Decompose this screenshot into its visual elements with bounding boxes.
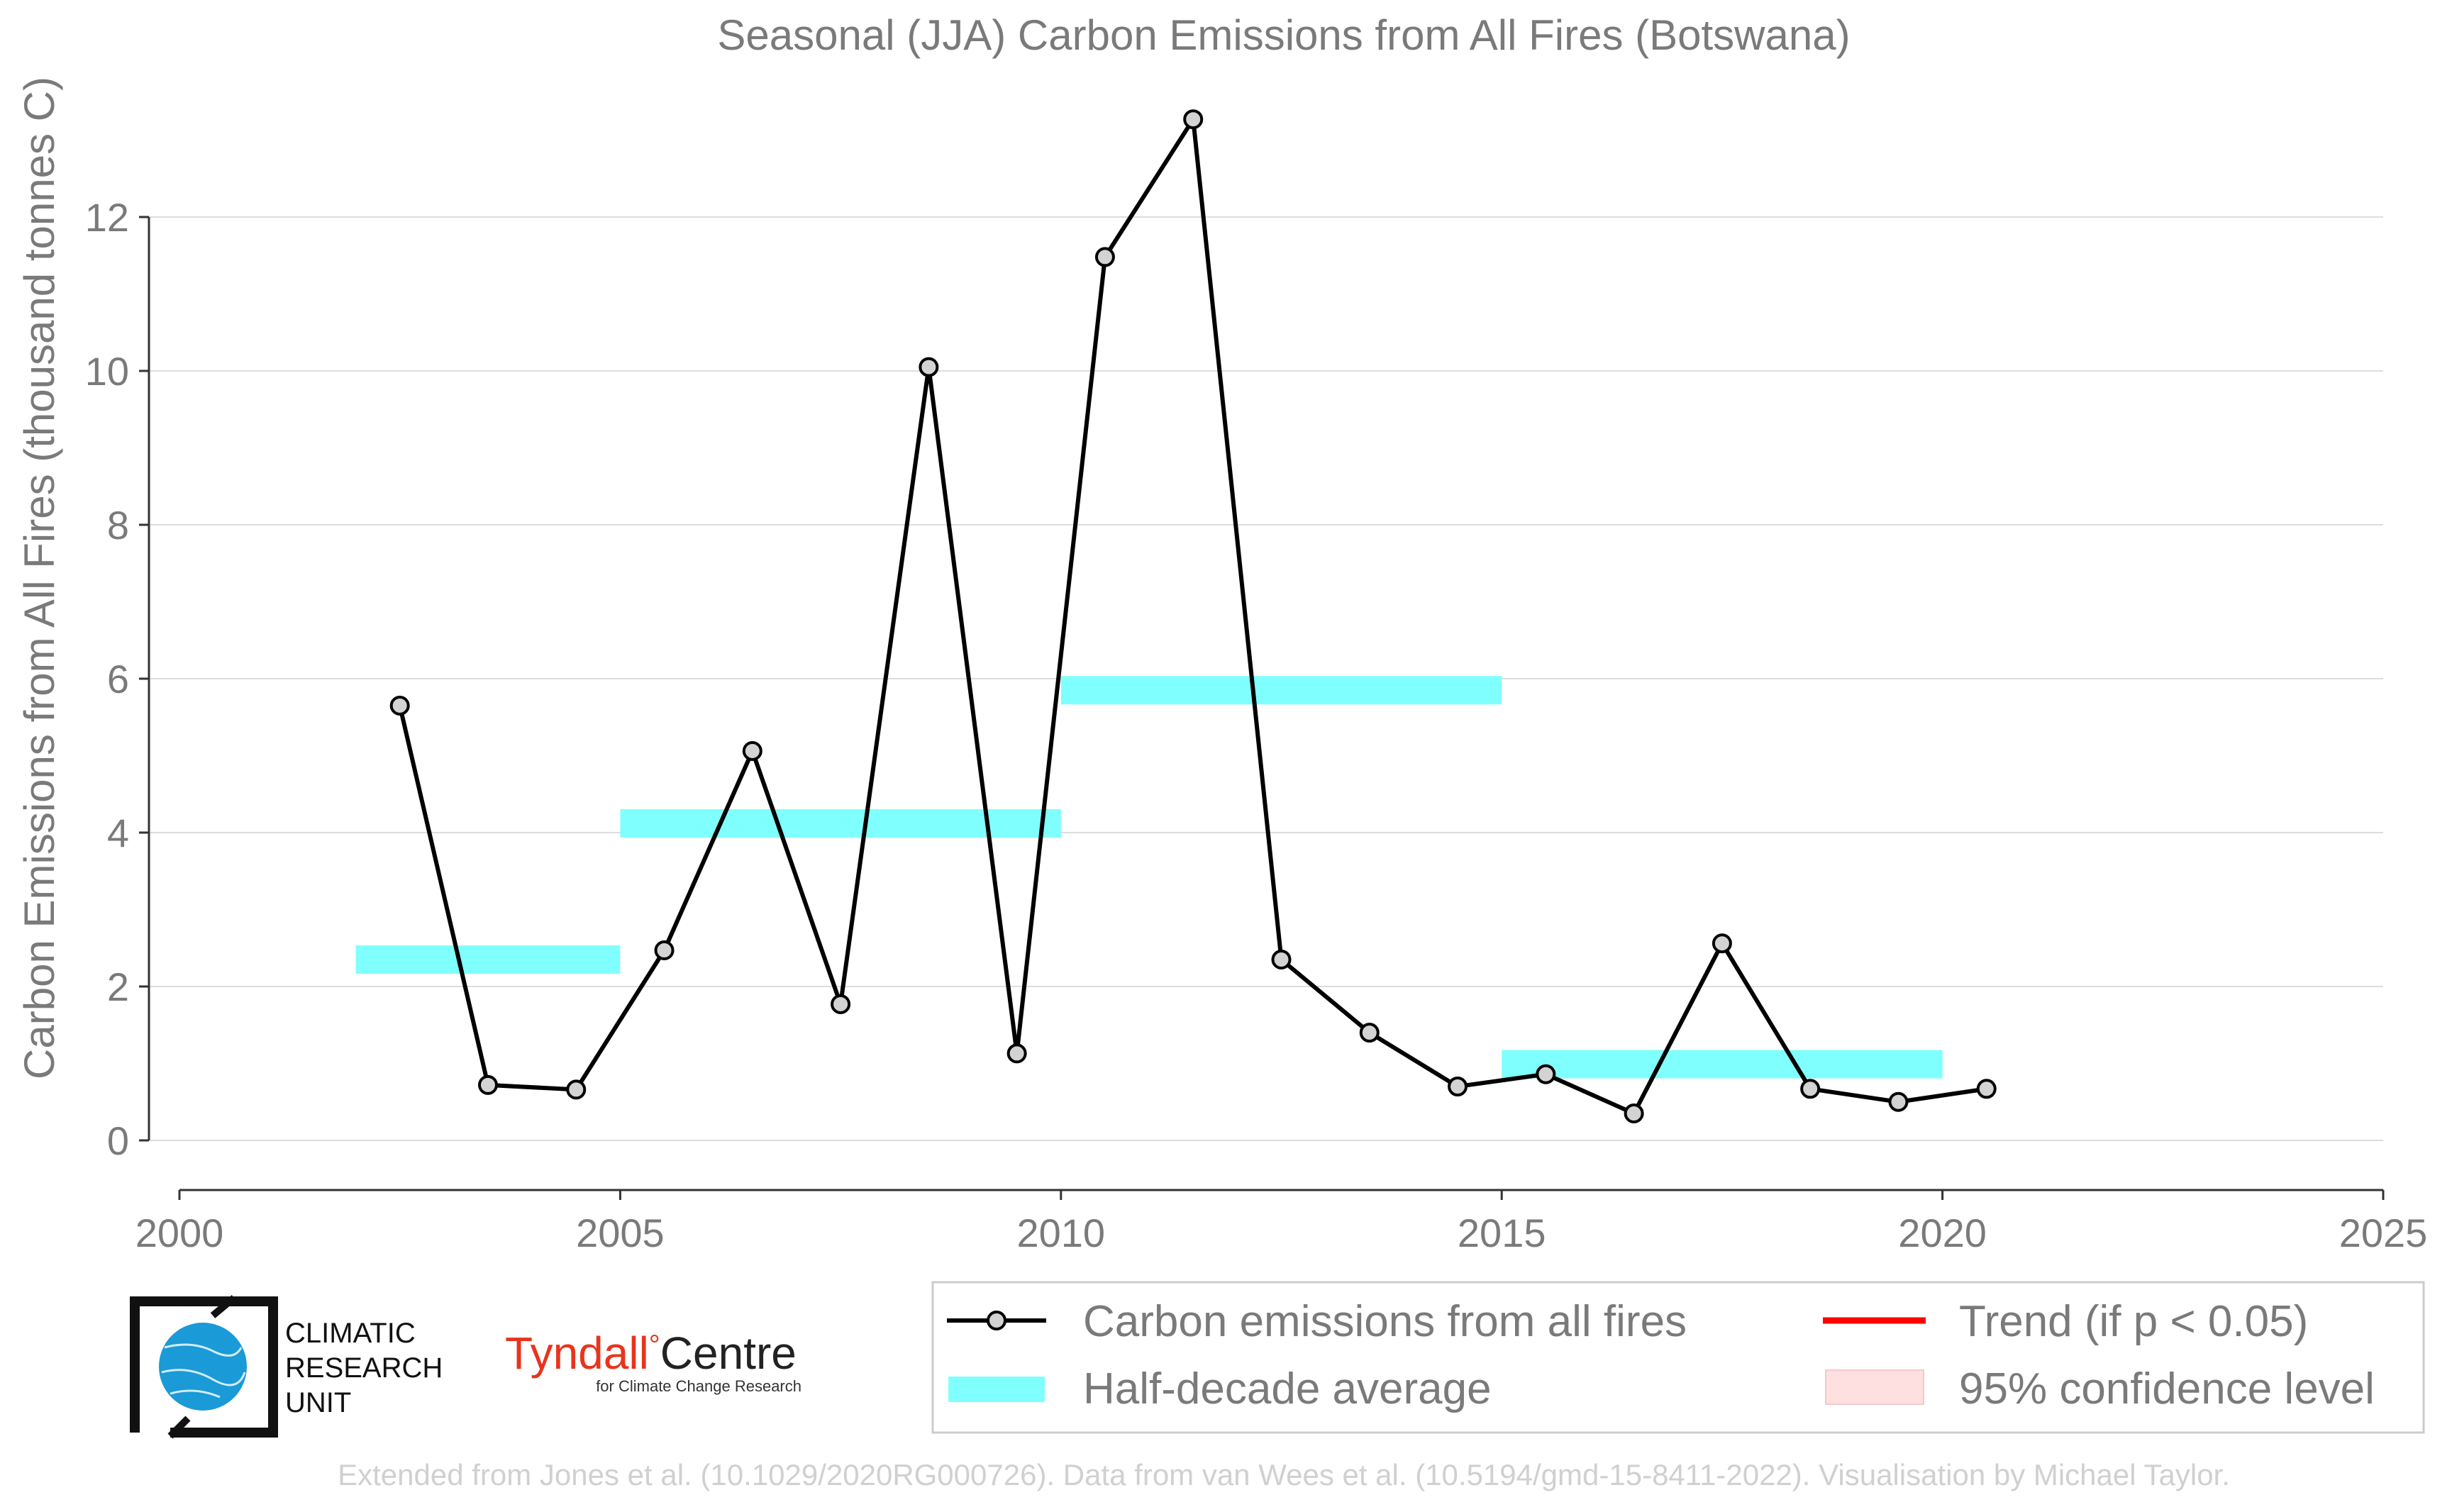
emissions-point-3 [566, 1079, 587, 1100]
y-axis-label: Carbon Emissions from All Fires (thousan… [16, 77, 63, 1079]
y-tick-label-12: 12 [85, 195, 129, 240]
emissions-line [397, 117, 1987, 1116]
cru-logo-frame-right [170, 1296, 278, 1438]
x-tick-label-2005: 2005 [576, 1211, 665, 1255]
legend-label-half-decade: Half-decade average [1083, 1364, 1492, 1413]
legend: Carbon emissions from all fires Half-dec… [931, 1281, 2425, 1434]
emissions-point-17 [1800, 1079, 1821, 1099]
y-tick-label-10: 10 [85, 349, 129, 394]
x-tick-label-2000: 2000 [135, 1211, 224, 1255]
y-tick-label-0: 0 [107, 1118, 129, 1163]
tyndall-wordmark: Tyndall°Centre [505, 1328, 797, 1379]
emissions-point-4 [654, 940, 675, 961]
half-decade-band-1 [355, 945, 621, 974]
half-decade-band-2 [620, 808, 1061, 838]
emissions-point-14 [1536, 1064, 1556, 1084]
y-tick-label-4: 4 [107, 811, 129, 855]
globe-icon [159, 1323, 247, 1411]
legend-label-trend: Trend (if p < 0.05) [1959, 1297, 2308, 1346]
emissions-point-6 [831, 994, 851, 1014]
legend-swatch-half-decade [948, 1377, 1045, 1402]
x-tick-label-2015: 2015 [1458, 1211, 1546, 1255]
y-tick-label-8: 8 [107, 503, 129, 547]
tyndall-subtitle: for Climate Change Research [596, 1377, 801, 1395]
tyndall-logo: Tyndall°Centre for Climate Change Resear… [505, 1328, 801, 1395]
cru-logo: CLIMATIC RESEARCH UNIT [130, 1295, 443, 1439]
emissions-point-7 [919, 357, 939, 377]
x-tick-label-2025: 2025 [2339, 1211, 2428, 1255]
legend-box [931, 1281, 2425, 1434]
emissions-point-19 [1976, 1079, 1997, 1099]
half-decade-band-3 [1060, 676, 1502, 705]
x-axis: 2000 2005 2010 2015 2020 2025 [135, 1189, 2428, 1255]
emissions-point-18 [1888, 1091, 1909, 1112]
y-tick-label-2: 2 [107, 965, 129, 1009]
emissions-point-8 [1006, 1043, 1027, 1064]
footer-credit: Extended from Jones et al. (10.1029/2020… [338, 1458, 2230, 1491]
legend-swatch-confidence [1825, 1369, 1924, 1405]
legend-label-emissions: Carbon emissions from all fires [1083, 1297, 1687, 1346]
x-tick-label-2020: 2020 [1898, 1211, 1987, 1255]
y-axis: 0 2 4 6 8 10 12 [85, 195, 150, 1163]
emissions-point-15 [1624, 1104, 1644, 1124]
emissions-point-1 [389, 695, 410, 716]
emissions-point-16 [1712, 933, 1732, 954]
emissions-series [389, 109, 1997, 1124]
legend-marker-emissions [987, 1311, 1006, 1330]
cru-line-3: UNIT [285, 1387, 351, 1418]
x-tick-label-2010: 2010 [1017, 1211, 1106, 1255]
half-decade-band-4 [1502, 1050, 1943, 1079]
cru-logo-slash [167, 1295, 237, 1439]
emissions-point-9 [1094, 247, 1115, 267]
legend-label-confidence: 95% confidence level [1959, 1364, 2375, 1413]
emissions-point-2 [477, 1074, 498, 1095]
globe-contours [161, 1343, 246, 1399]
emissions-point-5 [742, 740, 762, 761]
cru-logo-frame [130, 1296, 248, 1433]
y-tick-label-6: 6 [107, 657, 129, 701]
cru-line-1: CLIMATIC [285, 1318, 416, 1349]
cru-line-2: RESEARCH [285, 1352, 443, 1384]
emissions-point-11 [1271, 950, 1292, 970]
emissions-point-10 [1183, 109, 1204, 130]
half-decade-averages [355, 676, 1943, 1079]
emissions-point-12 [1359, 1023, 1380, 1043]
chart-title: Seasonal (JJA) Carbon Emissions from All… [717, 11, 1850, 59]
emissions-point-13 [1448, 1077, 1468, 1097]
